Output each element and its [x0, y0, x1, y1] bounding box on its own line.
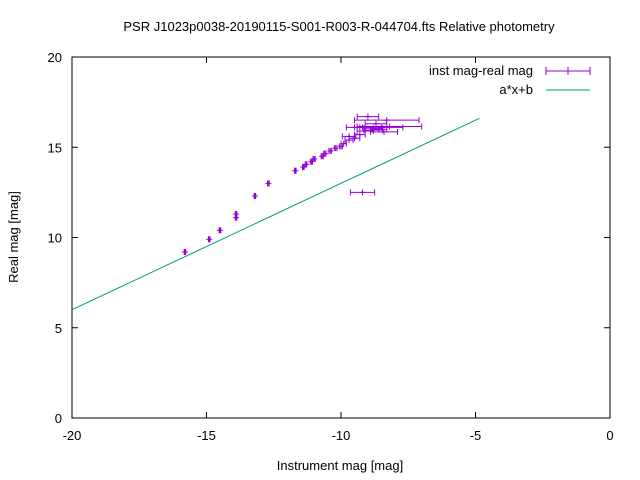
data-point: [233, 211, 240, 218]
y-tick-label: 10: [48, 231, 62, 246]
data-point: [181, 248, 188, 255]
data-point: [327, 147, 334, 154]
legend-label-fit: a*x+b: [499, 82, 533, 97]
y-tick-label: 15: [48, 140, 62, 155]
data-point: [363, 127, 384, 134]
data-point: [251, 192, 258, 199]
data-point: [321, 150, 328, 157]
chart-title: PSR J1023p0038-20190115-S001-R003-R-0447…: [123, 19, 555, 34]
data-point: [311, 155, 318, 162]
x-tick-label: -10: [332, 428, 351, 443]
x-tick-label: -5: [470, 428, 482, 443]
data-point: [206, 236, 213, 243]
data-point: [332, 145, 339, 152]
x-tick-label: -20: [63, 428, 82, 443]
x-tick-label: 0: [606, 428, 613, 443]
data-point: [341, 133, 357, 140]
data-point: [349, 189, 376, 196]
x-tick-label: -15: [197, 428, 216, 443]
y-tick-label: 5: [55, 321, 62, 336]
y-tick-label: 20: [48, 50, 62, 65]
data-point: [340, 140, 347, 147]
fit-line: [71, 117, 480, 311]
data-point: [292, 167, 299, 174]
x-axis-label: Instrument mag [mag]: [277, 458, 403, 473]
fit-line-layer: [71, 117, 480, 311]
data-point: [353, 117, 420, 124]
legend-label-points: inst mag-real mag: [429, 63, 533, 78]
plot-frame: [71, 56, 611, 419]
data-point: [364, 120, 388, 127]
data-point: [216, 227, 223, 234]
data-point: [303, 161, 310, 168]
y-axis-label: Real mag [mag]: [6, 191, 21, 283]
data-point: [356, 123, 423, 130]
data-point: [345, 124, 364, 131]
legend: inst mag-real mag a*x+b: [429, 63, 591, 97]
data-point: [356, 113, 380, 120]
data-point: [370, 128, 398, 135]
data-points-layer: [181, 113, 423, 255]
data-point: [359, 124, 404, 131]
data-point: [265, 180, 272, 187]
x-axis: -20 -15 -10 -5 0: [63, 57, 614, 443]
y-axis: 0 5 10 15 20: [48, 50, 610, 426]
y-tick-label: 0: [55, 411, 62, 426]
